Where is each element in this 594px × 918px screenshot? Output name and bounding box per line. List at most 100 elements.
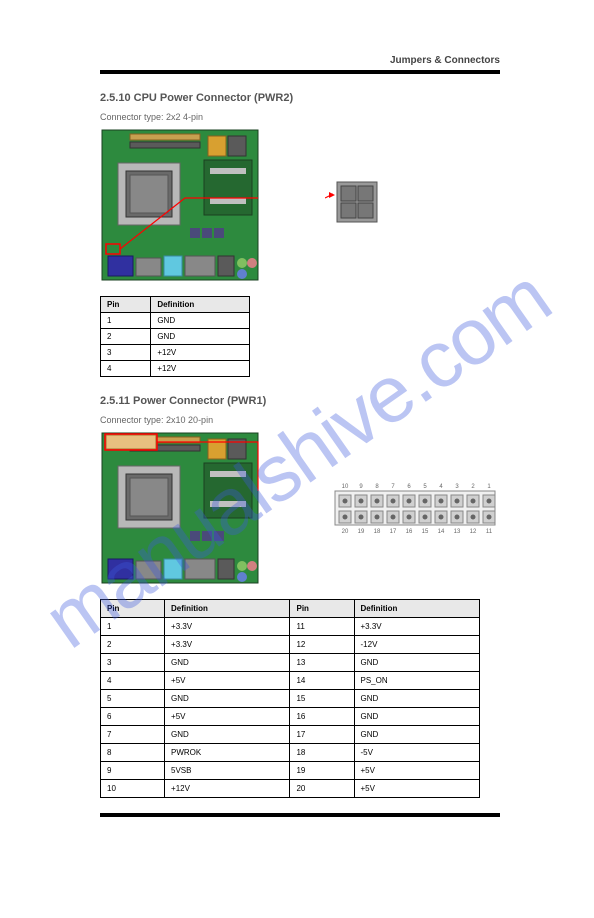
svg-text:18: 18 — [374, 529, 381, 535]
table-row: 8PWROK18-5V — [101, 744, 480, 762]
table-cell: GND — [165, 654, 290, 672]
page-content: Jumpers & Connectors 2.5.10 CPU Power Co… — [100, 55, 500, 817]
table-header: Definition — [354, 600, 480, 618]
svg-text:19: 19 — [358, 529, 365, 535]
table-row: 1GND — [101, 313, 250, 329]
table-row: 4+12V — [101, 361, 250, 377]
table-row: 3GND13GND — [101, 654, 480, 672]
table-cell: +3.3V — [165, 636, 290, 654]
table-row: 3+12V — [101, 345, 250, 361]
svg-text:9: 9 — [359, 484, 363, 490]
svg-text:20: 20 — [342, 529, 349, 535]
table-cell: 2 — [101, 636, 165, 654]
svg-text:14: 14 — [438, 529, 445, 535]
table-cell: 5 — [101, 690, 165, 708]
table-cell: 18 — [290, 744, 354, 762]
table-row: 7GND17GND — [101, 726, 480, 744]
pwr1-pinout-table: Pin Definition Pin Definition 1+3.3V11+3… — [100, 599, 480, 798]
table-cell: 8 — [101, 744, 165, 762]
table-header: Definition — [151, 297, 250, 313]
table-cell: 20 — [290, 780, 354, 798]
section1-subtitle: Connector type: 2x2 4-pin — [100, 112, 500, 122]
table-cell: 16 — [290, 708, 354, 726]
table-cell: -5V — [354, 744, 480, 762]
table-cell: PS_ON — [354, 672, 480, 690]
table-cell: +5V — [354, 762, 480, 780]
section2-title: 2.5.11 Power Connector (PWR1) — [100, 395, 500, 407]
table-cell: GND — [165, 690, 290, 708]
svg-text:6: 6 — [407, 484, 411, 490]
table-cell: 3 — [101, 654, 165, 672]
svg-text:12: 12 — [470, 529, 477, 535]
section1-figure — [100, 128, 500, 286]
table-cell: 15 — [290, 690, 354, 708]
table-cell: +5V — [354, 780, 480, 798]
page-header: Jumpers & Connectors — [100, 55, 500, 66]
table-cell: +12V — [165, 780, 290, 798]
svg-text:3: 3 — [455, 484, 459, 490]
svg-text:11: 11 — [486, 529, 493, 535]
connector-2x2-icon — [325, 178, 385, 228]
table-cell: +3.3V — [165, 618, 290, 636]
section2-subtitle: Connector type: 2x10 20-pin — [100, 415, 500, 425]
table-header: Pin — [101, 297, 151, 313]
table-cell: GND — [354, 726, 480, 744]
table-cell: -12V — [354, 636, 480, 654]
table-cell: 11 — [290, 618, 354, 636]
motherboard-diagram-2 — [100, 431, 260, 586]
table-row: 5GND15GND — [101, 690, 480, 708]
table-cell: 14 — [290, 672, 354, 690]
svg-text:15: 15 — [422, 529, 429, 535]
table-cell: +5V — [165, 672, 290, 690]
table-row: 10+12V20+5V — [101, 780, 480, 798]
bottom-rule — [100, 813, 500, 817]
table-cell: PWROK — [165, 744, 290, 762]
section2-figure: 1020919818717616515414313212111 — [100, 431, 500, 589]
table-cell: 4 — [101, 672, 165, 690]
table-row: 2GND — [101, 329, 250, 345]
table-row: 4+5V14PS_ON — [101, 672, 480, 690]
svg-text:10: 10 — [342, 484, 349, 490]
table-cell: 17 — [290, 726, 354, 744]
table-row: 6+5V16GND — [101, 708, 480, 726]
table-row: 95VSB19+5V — [101, 762, 480, 780]
table-cell: 5VSB — [165, 762, 290, 780]
svg-text:1: 1 — [487, 484, 491, 490]
table-cell: +12V — [151, 345, 250, 361]
table-row: 2+3.3V12-12V — [101, 636, 480, 654]
table-cell: GND — [354, 690, 480, 708]
table-cell: 4 — [101, 361, 151, 377]
table-row: 1+3.3V11+3.3V — [101, 618, 480, 636]
svg-text:13: 13 — [454, 529, 461, 535]
table-cell: 7 — [101, 726, 165, 744]
svg-text:2: 2 — [471, 484, 475, 490]
table-cell: 13 — [290, 654, 354, 672]
table-cell: 19 — [290, 762, 354, 780]
table-cell: +5V — [165, 708, 290, 726]
table-cell: GND — [165, 726, 290, 744]
table-cell: 2 — [101, 329, 151, 345]
table-cell: 3 — [101, 345, 151, 361]
svg-text:4: 4 — [439, 484, 443, 490]
svg-text:7: 7 — [391, 484, 395, 490]
table-cell: +3.3V — [354, 618, 480, 636]
table-header: Pin — [101, 600, 165, 618]
table-cell: 12 — [290, 636, 354, 654]
table-cell: GND — [354, 708, 480, 726]
table-cell: 1 — [101, 313, 151, 329]
table-cell: GND — [354, 654, 480, 672]
section1-title: 2.5.10 CPU Power Connector (PWR2) — [100, 92, 500, 104]
table-cell: 10 — [101, 780, 165, 798]
table-cell: 6 — [101, 708, 165, 726]
svg-text:16: 16 — [406, 529, 413, 535]
svg-text:8: 8 — [375, 484, 379, 490]
table-header: Definition — [165, 600, 290, 618]
motherboard-diagram-1 — [100, 128, 260, 283]
table-cell: 9 — [101, 762, 165, 780]
table-cell: +12V — [151, 361, 250, 377]
svg-text:17: 17 — [390, 529, 397, 535]
pwr2-pinout-table: Pin Definition 1GND2GND3+12V4+12V — [100, 296, 250, 377]
top-rule — [100, 70, 500, 74]
connector-2x10-icon: 1020919818717616515414313212111 — [325, 476, 500, 536]
table-cell: GND — [151, 313, 250, 329]
